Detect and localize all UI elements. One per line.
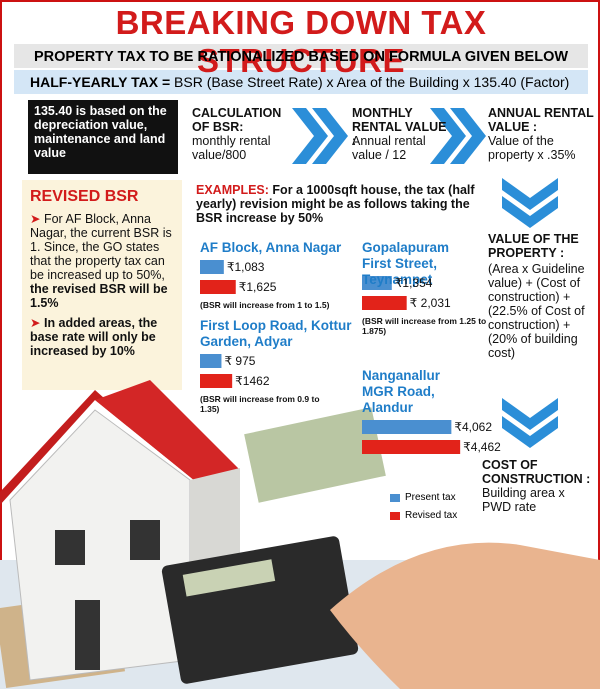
step-text: Building area x PWD rate (482, 486, 565, 514)
legend-revised: Revised tax (405, 510, 458, 521)
step-title: VALUE OF THE PROPERTY : (488, 232, 579, 260)
bar-revised (362, 296, 407, 310)
legend-swatch (390, 494, 400, 502)
place: First Loop Road, Kottur Garden, Adyar (200, 318, 352, 349)
factor-box (28, 100, 178, 174)
revised-box (22, 180, 182, 390)
bar-present (362, 276, 392, 290)
factor-note: 135.40 is based on the depreciation valu… (34, 104, 167, 160)
place: AF Block, Anna Nagar (200, 240, 342, 255)
subtitle-band (14, 44, 588, 68)
point-bold: the revised BSR will be 1.5% (30, 282, 168, 310)
bar-revised (362, 440, 461, 454)
illustration (0, 380, 600, 689)
bar-label: ₹1,083 (226, 260, 265, 274)
title: BREAKING DOWN TAX STRUCTURE (115, 4, 487, 79)
examples-intro: EXAMPLES: For a 1000sqft house, the tax … (196, 183, 481, 225)
formula-text: BSR (Base Street Rate) x Area of the Bui… (174, 74, 570, 90)
examples-label: EXAMPLES: (196, 183, 269, 197)
step-text: Annual rental value / 12 (352, 134, 426, 162)
note: (BSR will increase from 1.25 to 1.875) (362, 316, 487, 336)
step-title: COST OF CONSTRUCTION : (482, 458, 591, 486)
place: Gopalapuram First Street, Teynampet (362, 240, 450, 287)
place: Nanganallur MGR Road, Alandur (362, 368, 441, 415)
point: ➤ In added areas, the base rate will onl… (30, 316, 158, 358)
step-text: (Area x Guideline value) + (Cost of cons… (488, 262, 585, 360)
bar-revised (200, 280, 236, 294)
bar-label: ₹1,625 (238, 280, 277, 294)
point-text: For AF Block, Anna Nagar, the current BS… (30, 212, 172, 282)
point-bold: In added areas, the base rate will only … (30, 316, 158, 358)
legend-present: Present tax (405, 492, 456, 503)
formula-band (14, 70, 588, 94)
bar-label: ₹ 975 (224, 354, 256, 368)
revised-title: REVISED BSR (30, 188, 139, 205)
examples-text: For a 1000sqft house, the tax (half year… (196, 183, 475, 225)
chevrons (292, 108, 558, 448)
step-text: Value of the property x .35% (488, 134, 576, 162)
formula: HALF-YEARLY TAX = BSR (Base Street Rate)… (30, 74, 569, 90)
step-title: MONTHLY RENTAL VALUE : (352, 106, 447, 148)
bar-label: ₹1,354 (394, 276, 433, 290)
step-title: ANNUAL RENTAL VALUE : (488, 106, 594, 134)
bar-label: ₹4,462 (463, 440, 501, 454)
bar-label: ₹4,062 (454, 420, 493, 434)
point: ➤ For AF Block, Anna Nagar, the current … (30, 212, 172, 310)
bar-present (200, 260, 224, 274)
subtitle: PROPERTY TAX TO BE RATIONALIZED BASED ON… (33, 49, 569, 65)
bar-present (200, 354, 222, 368)
legend-swatch (390, 512, 400, 520)
step-title: CALCULATION OF BSR: (192, 106, 282, 134)
step-text: monthly rental value/800 (192, 134, 271, 162)
bar-present (362, 420, 452, 434)
bar-revised (200, 374, 233, 388)
revised-points: ➤ For AF Block, Anna Nagar, the current … (30, 212, 178, 364)
formula-label: HALF-YEARLY TAX = (30, 74, 171, 90)
bar-label: ₹ 2,031 (409, 296, 451, 310)
bar-label: ₹1462 (235, 374, 270, 388)
note: (BSR will increase from 1 to 1.5) (200, 300, 330, 310)
bar-group (200, 260, 461, 520)
note: (BSR will increase from 0.9 to 1.35) (200, 394, 320, 414)
